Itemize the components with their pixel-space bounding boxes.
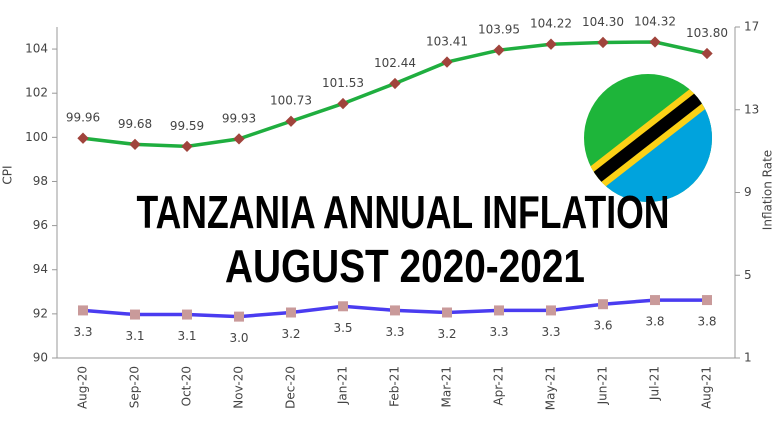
y2-tick-label: 13: [744, 102, 759, 116]
data-label: 99.93: [222, 111, 256, 125]
marker: [233, 133, 245, 145]
marker: [649, 36, 661, 48]
data-label: 3.3: [489, 325, 508, 339]
y-tick-label: 100: [25, 130, 48, 144]
data-label: 3.0: [229, 331, 248, 345]
data-label: 104.22: [530, 17, 572, 31]
marker: [285, 115, 297, 127]
x-tick-label: Sep-20: [128, 366, 142, 408]
marker: [701, 47, 713, 60]
data-label: 3.1: [125, 329, 144, 343]
data-label: 99.96: [66, 111, 100, 125]
data-label: 3.8: [697, 315, 716, 329]
marker: [234, 311, 244, 322]
data-label: 103.80: [686, 26, 728, 40]
y-axis-label: CPI: [1, 165, 15, 184]
marker: [78, 305, 88, 316]
data-label: 104.32: [634, 15, 676, 29]
marker: [181, 140, 193, 153]
y-tick-label: 90: [33, 351, 48, 365]
x-tick-label: Jan-21: [336, 366, 350, 405]
x-tick-label: Feb-21: [388, 366, 402, 407]
marker: [493, 44, 505, 56]
marker: [442, 307, 452, 318]
marker: [129, 138, 141, 151]
data-label: 102.44: [374, 56, 416, 70]
data-label: 101.53: [322, 76, 364, 90]
marker: [545, 38, 557, 50]
data-label: 3.3: [541, 325, 560, 339]
y2-axis-label: Inflation Rate: [761, 150, 775, 230]
chart-subtitle: AUGUST 2020-2021: [225, 240, 585, 292]
marker: [77, 132, 89, 144]
data-label: 3.5: [333, 321, 352, 335]
data-label: 104.30: [582, 15, 624, 29]
marker: [441, 56, 453, 68]
marker: [390, 305, 400, 316]
y-tick-label: 104: [25, 42, 48, 56]
marker: [598, 299, 608, 310]
data-label: 100.73: [270, 94, 312, 108]
marker: [597, 36, 609, 49]
x-tick-label: Aug-21: [700, 366, 714, 409]
y-tick-label: 96: [33, 218, 48, 232]
marker: [389, 77, 401, 90]
data-label: 3.2: [437, 327, 456, 341]
y-tick-label: 92: [33, 306, 48, 320]
marker: [130, 309, 140, 320]
x-tick-label: Mar-21: [440, 366, 454, 407]
x-tick-label: Oct-20: [180, 366, 194, 406]
marker: [702, 295, 712, 306]
marker: [337, 97, 349, 110]
x-tick-label: Jul-21: [648, 366, 662, 401]
data-label: 3.3: [73, 325, 92, 339]
x-tick-label: Jun-21: [596, 366, 610, 405]
data-label: 99.68: [118, 117, 152, 131]
marker: [546, 305, 556, 316]
data-label: 99.59: [170, 119, 204, 133]
x-tick-label: Aug-20: [76, 366, 90, 409]
data-label: 103.41: [426, 35, 468, 49]
marker: [182, 309, 192, 320]
data-label: 3.8: [645, 315, 664, 329]
marker: [338, 301, 348, 312]
x-tick-label: Apr-21: [492, 366, 506, 406]
y2-tick-label: 1: [744, 351, 752, 365]
data-label: 3.6: [593, 319, 612, 333]
data-label: 3.1: [177, 329, 196, 343]
x-tick-label: Dec-20: [284, 366, 298, 409]
x-tick-label: Nov-20: [232, 366, 246, 409]
y-tick-label: 94: [33, 262, 48, 276]
data-label: 103.95: [478, 23, 520, 37]
chart-title: TANZANIA ANNUAL INFLATION: [137, 186, 670, 238]
y2-tick-label: 5: [744, 268, 752, 282]
y-tick-label: 102: [25, 86, 48, 100]
marker: [494, 305, 504, 316]
x-tick-label: May-21: [544, 366, 558, 410]
y2-tick-label: 17: [744, 20, 759, 34]
data-label: 3.2: [281, 327, 300, 341]
y2-tick-label: 9: [744, 185, 752, 199]
y-tick-label: 98: [33, 174, 48, 188]
marker: [650, 295, 660, 306]
marker: [286, 307, 296, 318]
data-label: 3.3: [385, 325, 404, 339]
